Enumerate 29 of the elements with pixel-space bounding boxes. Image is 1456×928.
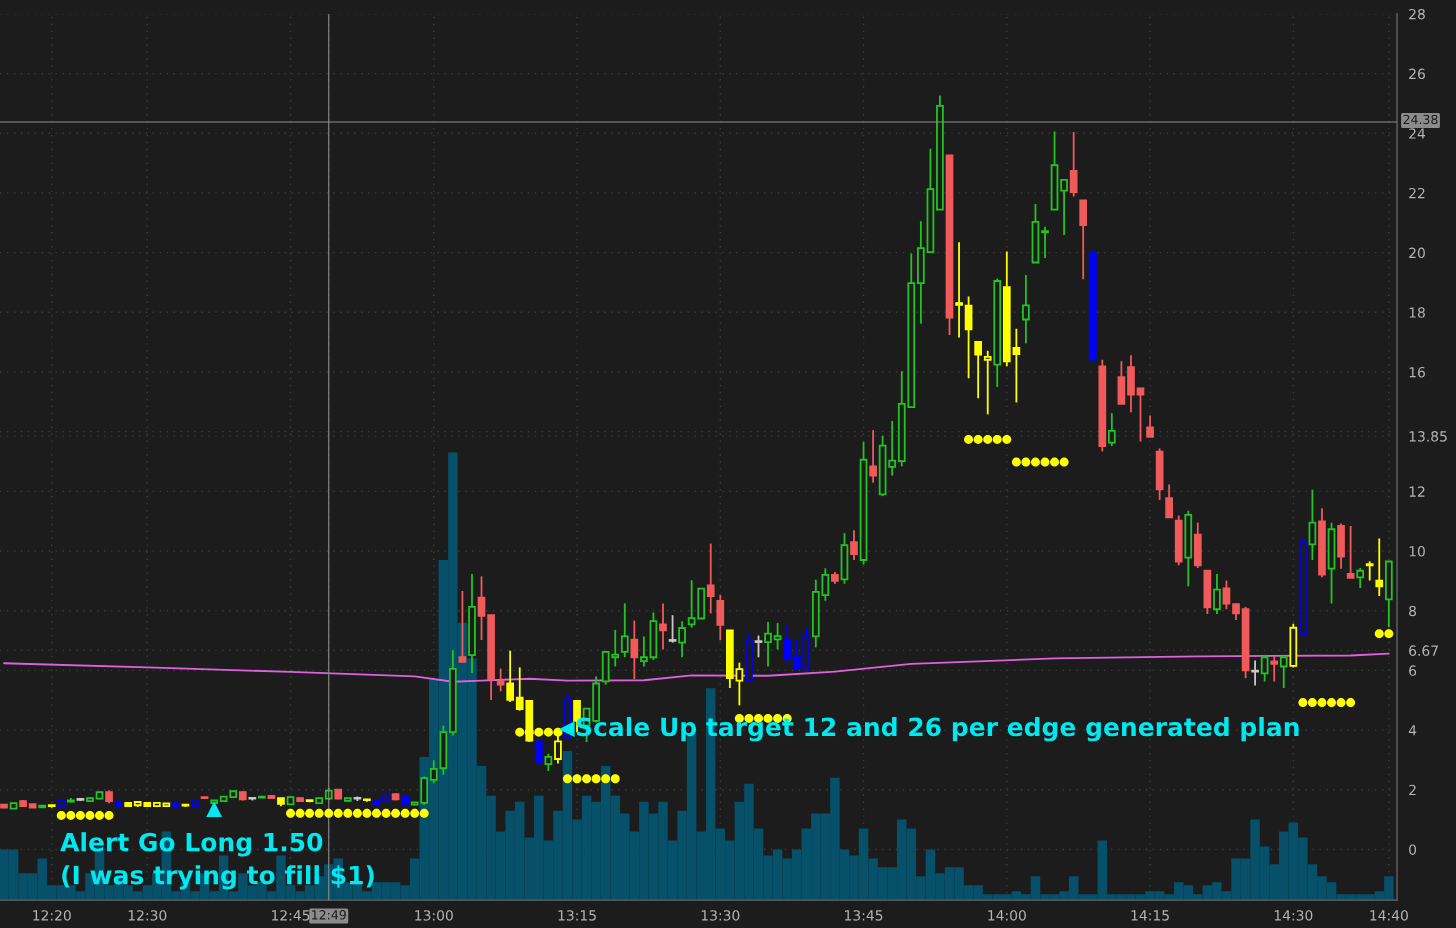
y-tick-label: 12 (1409, 486, 1425, 497)
y-tick-label: 26 (1409, 68, 1425, 80)
y-tick-label: 6.67 (1409, 645, 1438, 656)
y-tick-label: 22 (1409, 187, 1425, 199)
y-tick-label: 2 (1409, 784, 1416, 796)
x-tick-label: 13:15 (558, 910, 596, 921)
y-tick-label: 24 (1409, 128, 1426, 139)
y-tick-label: 10 (1409, 546, 1425, 557)
ref-line-label: 24.38 (1403, 114, 1438, 125)
x-tick-label: 12:49 (312, 910, 346, 920)
x-tick-label: 13:00 (415, 910, 453, 921)
x-tick-label: 12:30 (128, 910, 167, 921)
y-tick-label: 20 (1409, 247, 1425, 259)
x-tick-label: 13:30 (701, 910, 740, 921)
y-tick-label: 8 (1409, 605, 1417, 617)
y-tick-label: 28 (1409, 8, 1425, 20)
x-tick-label: 13:45 (845, 910, 883, 921)
x-tick-label: 12:20 (33, 910, 71, 921)
y-tick-label: 16 (1409, 366, 1425, 378)
x-tick-label: 14:40 (1370, 910, 1408, 921)
y-tick-label: 6 (1409, 665, 1417, 676)
annotation: Alert Go Long 1.50 (I was trying to fill $1) (60, 832, 374, 890)
x-tick-label: 14:15 (1131, 910, 1169, 921)
y-tick-label: 0 (1409, 844, 1417, 855)
x-tick-label: 14:00 (988, 910, 1026, 921)
y-tick-label: 4 (1408, 725, 1417, 736)
x-tick-label: 14:30 (1274, 910, 1313, 921)
y-tick-label: 18 (1409, 307, 1425, 318)
y-tick-label: 13.85 (1409, 431, 1447, 442)
